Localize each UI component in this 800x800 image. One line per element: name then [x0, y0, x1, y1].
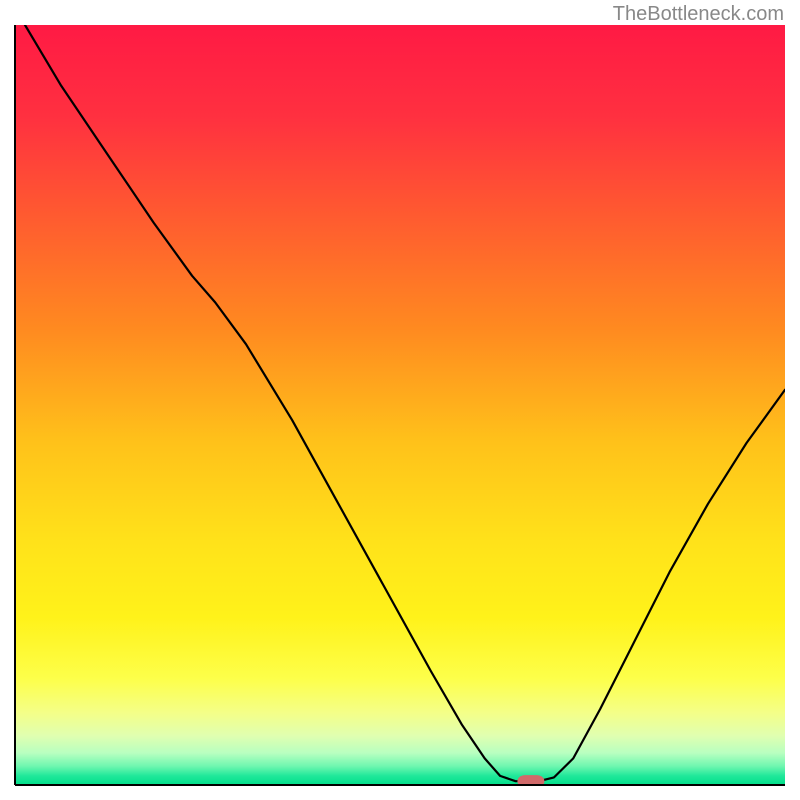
bottleneck-chart: TheBottleneck.com [0, 0, 800, 800]
watermark-text: TheBottleneck.com [613, 3, 784, 25]
plot-background [15, 25, 785, 785]
